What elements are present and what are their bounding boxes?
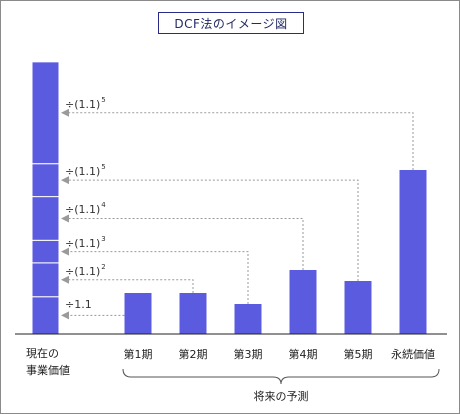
discount-arrow-1: [61, 293, 139, 320]
discount-arrow-6: [61, 108, 414, 170]
forecast-caption: 将来の予測: [253, 390, 309, 403]
present-value-segment-6: [31, 61, 60, 165]
present-value-segment-3: [31, 239, 60, 264]
divisor-label-4: ÷(1.1)4: [65, 201, 106, 216]
discount-arrow-2: [61, 275, 194, 293]
divisor-base: ÷(1.1): [65, 97, 101, 111]
divisor-label-6: ÷(1.1)5: [65, 96, 106, 111]
present-value-segment-2: [31, 262, 60, 298]
divisor-base: ÷(1.1): [65, 203, 101, 217]
present-value-label-line2: 事業価値: [26, 364, 70, 377]
discount-arrow-3: [61, 247, 249, 304]
forecast-brace: [122, 368, 440, 385]
bar-5: [344, 281, 372, 334]
present-value-label-line1: 現在の: [26, 347, 59, 360]
divisor-exponent: 4: [101, 201, 106, 210]
bar-3: [234, 304, 262, 334]
diagram-title: DCF法のイメージ図: [158, 12, 304, 34]
bar-2: [179, 293, 207, 334]
present-value-segment-4: [31, 196, 60, 241]
present-value-segment-1: [31, 296, 60, 335]
divisor-label-2: ÷(1.1)2: [65, 263, 106, 278]
bar-4: [289, 270, 317, 334]
present-value-label: 現在の 事業価値: [26, 345, 70, 379]
divisor-exponent: 5: [101, 95, 106, 104]
divisor-exponent: 2: [101, 262, 106, 271]
divisor-label-1: ÷1.1: [65, 298, 92, 311]
period-label-6: 永続価値: [391, 348, 435, 361]
divisor-base: ÷(1.1): [65, 264, 101, 278]
bar-1: [124, 293, 152, 334]
period-label-2: 第2期: [178, 348, 208, 361]
divisor-base: ÷1.1: [65, 298, 92, 312]
period-label-1: 第1期: [123, 348, 153, 361]
divisor-label-5: ÷(1.1)5: [65, 163, 106, 178]
period-label-3: 第3期: [233, 348, 263, 361]
divisor-base: ÷(1.1): [65, 165, 101, 179]
period-label-4: 第4期: [288, 348, 318, 361]
divisor-exponent: 5: [101, 163, 106, 172]
bar-6: [399, 170, 427, 334]
discount-arrow-4: [61, 214, 304, 270]
discount-arrow-5: [61, 176, 359, 281]
divisor-label-3: ÷(1.1)3: [65, 235, 106, 250]
present-value-segment-5: [31, 163, 60, 198]
divisor-exponent: 3: [101, 234, 106, 243]
period-label-5: 第5期: [343, 348, 373, 361]
divisor-base: ÷(1.1): [65, 236, 101, 250]
